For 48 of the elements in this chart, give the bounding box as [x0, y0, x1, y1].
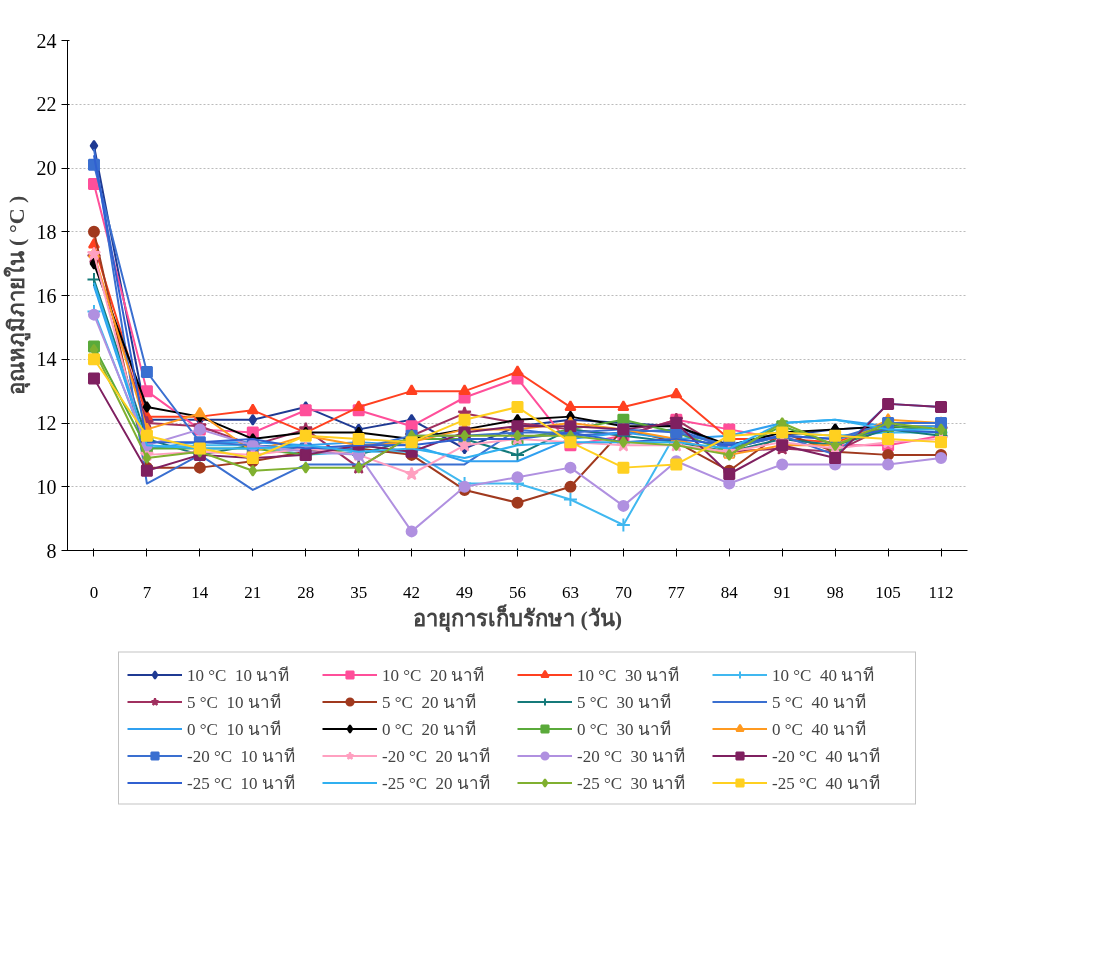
legend-label: -20 °C 30 นาที	[577, 745, 686, 768]
y-tick-label: 12	[36, 412, 57, 434]
y-axis-title: อุณหภูมิภายใน ( °C )	[2, 195, 31, 396]
y-tick-label: 24	[36, 29, 57, 52]
y-tick-label: 14	[36, 348, 57, 371]
x-tick-label: 49	[456, 582, 474, 602]
x-tick-label: 42	[403, 582, 421, 602]
legend-label: 0 °C 40 นาที	[772, 718, 867, 741]
x-tick-label: 98	[826, 582, 844, 602]
legend-label: 5 °C 40 นาที	[772, 691, 867, 714]
x-tick-label: 28	[297, 582, 315, 602]
legend-label: 10 °C 20 นาที	[382, 664, 486, 687]
legend-label: 5 °C 20 นาที	[382, 691, 477, 714]
legend-label: -25 °C 20 นาที	[382, 772, 491, 795]
legend-label: -20 °C 10 นาที	[187, 745, 296, 768]
legend-label: 5 °C 30 นาที	[577, 691, 672, 714]
x-tick-label: 105	[875, 582, 901, 602]
legend-label: 0 °C 20 นาที	[382, 718, 477, 741]
legend-label: -20 °C 40 นาที	[772, 745, 881, 768]
x-tick-label: 84	[720, 582, 739, 602]
x-axis-title: อายุการเก็บรักษา (วัน)	[412, 603, 623, 633]
legend-label: 5 °C 10 นาที	[187, 691, 282, 714]
x-tick-label: 63	[561, 582, 579, 602]
y-tick-label: 8	[46, 539, 57, 562]
y-tick-label: 10	[36, 475, 57, 498]
legend-label: 10 °C 10 นาที	[187, 664, 291, 687]
y-tick-label: 22	[36, 93, 57, 116]
x-tick-label: 112	[928, 582, 954, 602]
x-tick-label: 14	[191, 582, 209, 602]
legend-label: 10 °C 40 นาที	[772, 664, 876, 687]
legend-label: -20 °C 20 นาที	[382, 745, 491, 768]
y-tick-label: 16	[36, 284, 57, 307]
x-tick-label: 70	[614, 582, 632, 602]
x-tick-label: 91	[773, 582, 791, 602]
x-tick-label: 7	[142, 582, 152, 602]
legend-label: 0 °C 10 นาที	[187, 718, 282, 741]
x-tick-label: 56	[509, 582, 526, 602]
x-tick-label: 0	[89, 582, 99, 602]
y-tick-label: 18	[36, 220, 57, 243]
x-tick-label: 35	[350, 582, 368, 602]
legend-label: -25 °C 30 นาที	[577, 772, 686, 795]
legend-label: 0 °C 30 นาที	[577, 718, 672, 741]
legend-label: 10 °C 30 นาที	[577, 664, 681, 687]
legend-label: -25 °C 10 นาที	[187, 772, 296, 795]
legend-label: -25 °C 40 นาที	[772, 772, 881, 795]
x-tick-label: 21	[244, 582, 262, 602]
x-tick-label: 77	[667, 582, 686, 602]
y-tick-label: 20	[36, 157, 57, 179]
